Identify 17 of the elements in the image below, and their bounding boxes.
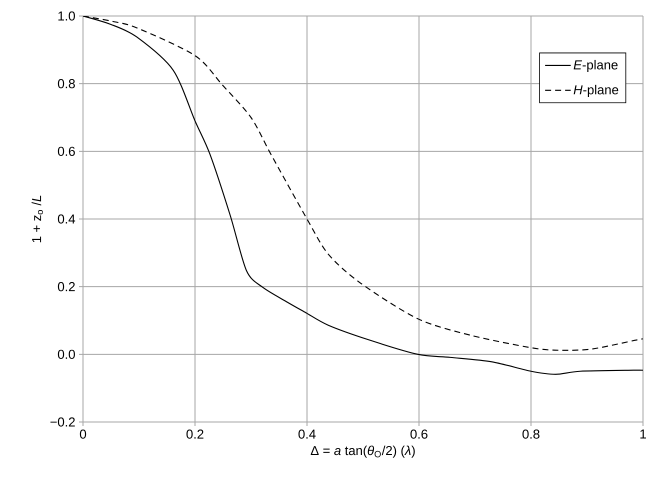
y-tick-label: −0.2	[50, 417, 75, 427]
x-tick-label: 0.4	[298, 430, 316, 439]
x-tick-label: 0.6	[410, 430, 428, 439]
x-axis-title: Δ = a tan(θ$_{O}$/2) (λ)	[310, 446, 415, 458]
y-tick-label: 0.8	[58, 79, 75, 88]
y-tick-label: 1.0	[58, 11, 75, 21]
y-tick-label: 0.2	[58, 282, 75, 292]
y-tick-label: 0.0	[58, 350, 75, 359]
y-tick-label: 0.4	[58, 214, 76, 224]
x-tick-label: 0	[80, 430, 86, 439]
y-tick-label: 0.6	[58, 146, 75, 156]
x-tick-label: 0.2	[186, 430, 204, 439]
x-tick-label: 1	[640, 430, 646, 438]
y-axis-title: 1 + z$_{o}$ /L	[32, 196, 43, 242]
legend-label: E-plane	[574, 60, 618, 72]
x-tick-label: 0.8	[522, 430, 540, 439]
legend-label: H-plane	[574, 84, 618, 97]
